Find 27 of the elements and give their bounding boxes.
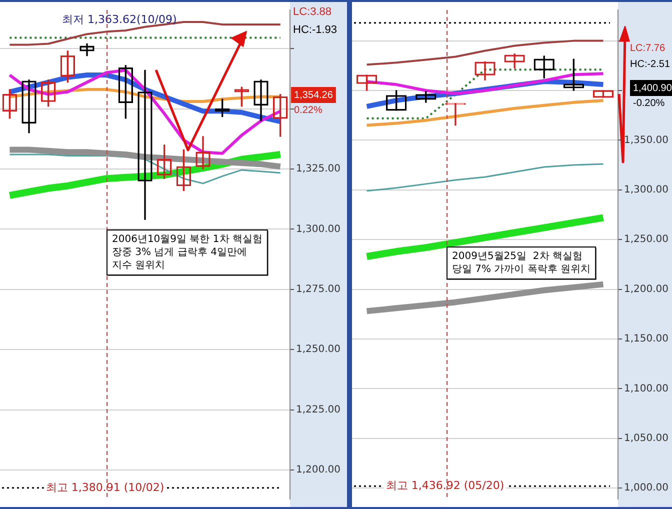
text: LC:7.76 [630, 42, 666, 54]
y-tick-label: 1,300.00 [624, 184, 669, 196]
y-tick-label: 1,250.00 [624, 234, 669, 246]
text: 1,400.90 [633, 82, 672, 94]
y-tick-label: 1,200.00 [296, 464, 341, 476]
ref-line-label: 최고 1,380.91 (10/02) [46, 480, 164, 494]
y-tick-label: 1,325.00 [296, 164, 341, 175]
y-tick-label: 1,000.00 [624, 482, 669, 494]
annotation: 2006년10월9일 북한 1차 핵실험 장중 3% 넘게 급락후 4일만에 지수 원위치 [112, 234, 262, 272]
y-tick-label: 1,100.00 [624, 383, 669, 394]
text: LC:3.88 [293, 6, 332, 18]
y-tick-label: 1,225.00 [296, 404, 341, 416]
text: HC:-2.51 [630, 58, 670, 70]
y-tick-label: 1,300.00 [296, 224, 341, 235]
ref-line-label: 최고 1,436.92 (05/20) [386, 478, 504, 492]
annotation: 2009년5월25일 2차 핵실험 당일 7% 가까이 폭락후 원위치 [452, 251, 591, 276]
y-tick-label: 1,350.00 [624, 134, 669, 146]
y-tick-label: 1,050.00 [624, 432, 669, 444]
y-tick-label: 1,250.00 [296, 344, 341, 356]
y-tick-label: 1,275.00 [296, 284, 341, 296]
text: 1,354.26 [294, 90, 334, 101]
y-tick-label: 1,150.00 [624, 334, 669, 345]
text: HC:-1.93 [293, 24, 338, 36]
annotation: 최저 1,363.62(10/09) [62, 12, 177, 26]
text: -0.20% [633, 98, 665, 109]
y-tick-label: 1,200.00 [624, 284, 669, 295]
text: 0.22% [294, 104, 322, 116]
